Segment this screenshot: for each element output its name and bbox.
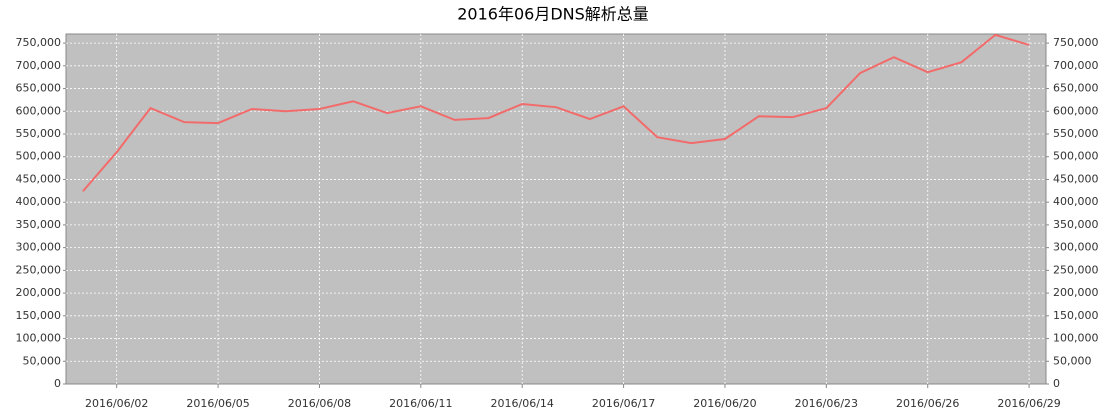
y-tick-label: 700,000 [16, 59, 62, 72]
y2-tick-label: 500,000 [1053, 150, 1099, 163]
y2-tick-label: 600,000 [1053, 104, 1099, 117]
x-tick-label: 2016/06/08 [288, 397, 351, 410]
y-tick-label: 450,000 [16, 172, 62, 185]
y2-tick-label: 100,000 [1053, 332, 1099, 345]
y-tick-label: 350,000 [16, 218, 62, 231]
x-tick-label: 2016/06/14 [491, 397, 554, 410]
y-tick-label: 250,000 [16, 263, 62, 276]
y2-tick-label: 750,000 [1053, 36, 1099, 49]
line [82, 33, 1030, 192]
y2-tick-label: 150,000 [1053, 309, 1099, 322]
x-tick-label: 2016/06/17 [592, 397, 655, 410]
y2-tick-label: 300,000 [1053, 241, 1099, 254]
y-tick-label: 500,000 [16, 150, 62, 163]
chart-title: 2016年06月DNS解析总量 [457, 5, 649, 24]
x-tick-label: 2016/06/23 [795, 397, 858, 410]
y2-tick-label: 550,000 [1053, 127, 1099, 140]
y-tick-label: 550,000 [16, 127, 62, 140]
plot-area [65, 33, 1047, 385]
y2-tick-label: 50,000 [1053, 354, 1092, 367]
x-tick-label: 2016/06/02 [85, 397, 148, 410]
y-tick-label: 650,000 [16, 82, 62, 95]
y-tick-label: 300,000 [16, 241, 62, 254]
x-tick-label: 2016/06/11 [389, 397, 452, 410]
y-tick-label: 200,000 [16, 286, 62, 299]
y-tick-label: 600,000 [16, 104, 62, 117]
y2-tick-label: 200,000 [1053, 286, 1099, 299]
y2-tick-label: 650,000 [1053, 82, 1099, 95]
y2-tick-label: 700,000 [1053, 59, 1099, 72]
y2-tick-label: 450,000 [1053, 172, 1099, 185]
y-tick-label: 50,000 [23, 354, 62, 367]
y2-tick-label: 400,000 [1053, 195, 1099, 208]
y2-tick-label: 0 [1053, 377, 1060, 390]
y-tick-label: 750,000 [16, 36, 62, 49]
x-tick-label: 2016/06/05 [186, 397, 249, 410]
x-tick-label: 2016/06/26 [896, 397, 959, 410]
y2-tick-label: 350,000 [1053, 218, 1099, 231]
y-tick-label: 100,000 [16, 332, 62, 345]
y-tick-label: 400,000 [16, 195, 62, 208]
y-tick-label: 150,000 [16, 309, 62, 322]
y2-tick-label: 250,000 [1053, 263, 1099, 276]
x-tick-label: 2016/06/29 [997, 397, 1060, 410]
x-tick-label: 2016/06/20 [693, 397, 756, 410]
y-tick-label: 0 [54, 377, 61, 390]
